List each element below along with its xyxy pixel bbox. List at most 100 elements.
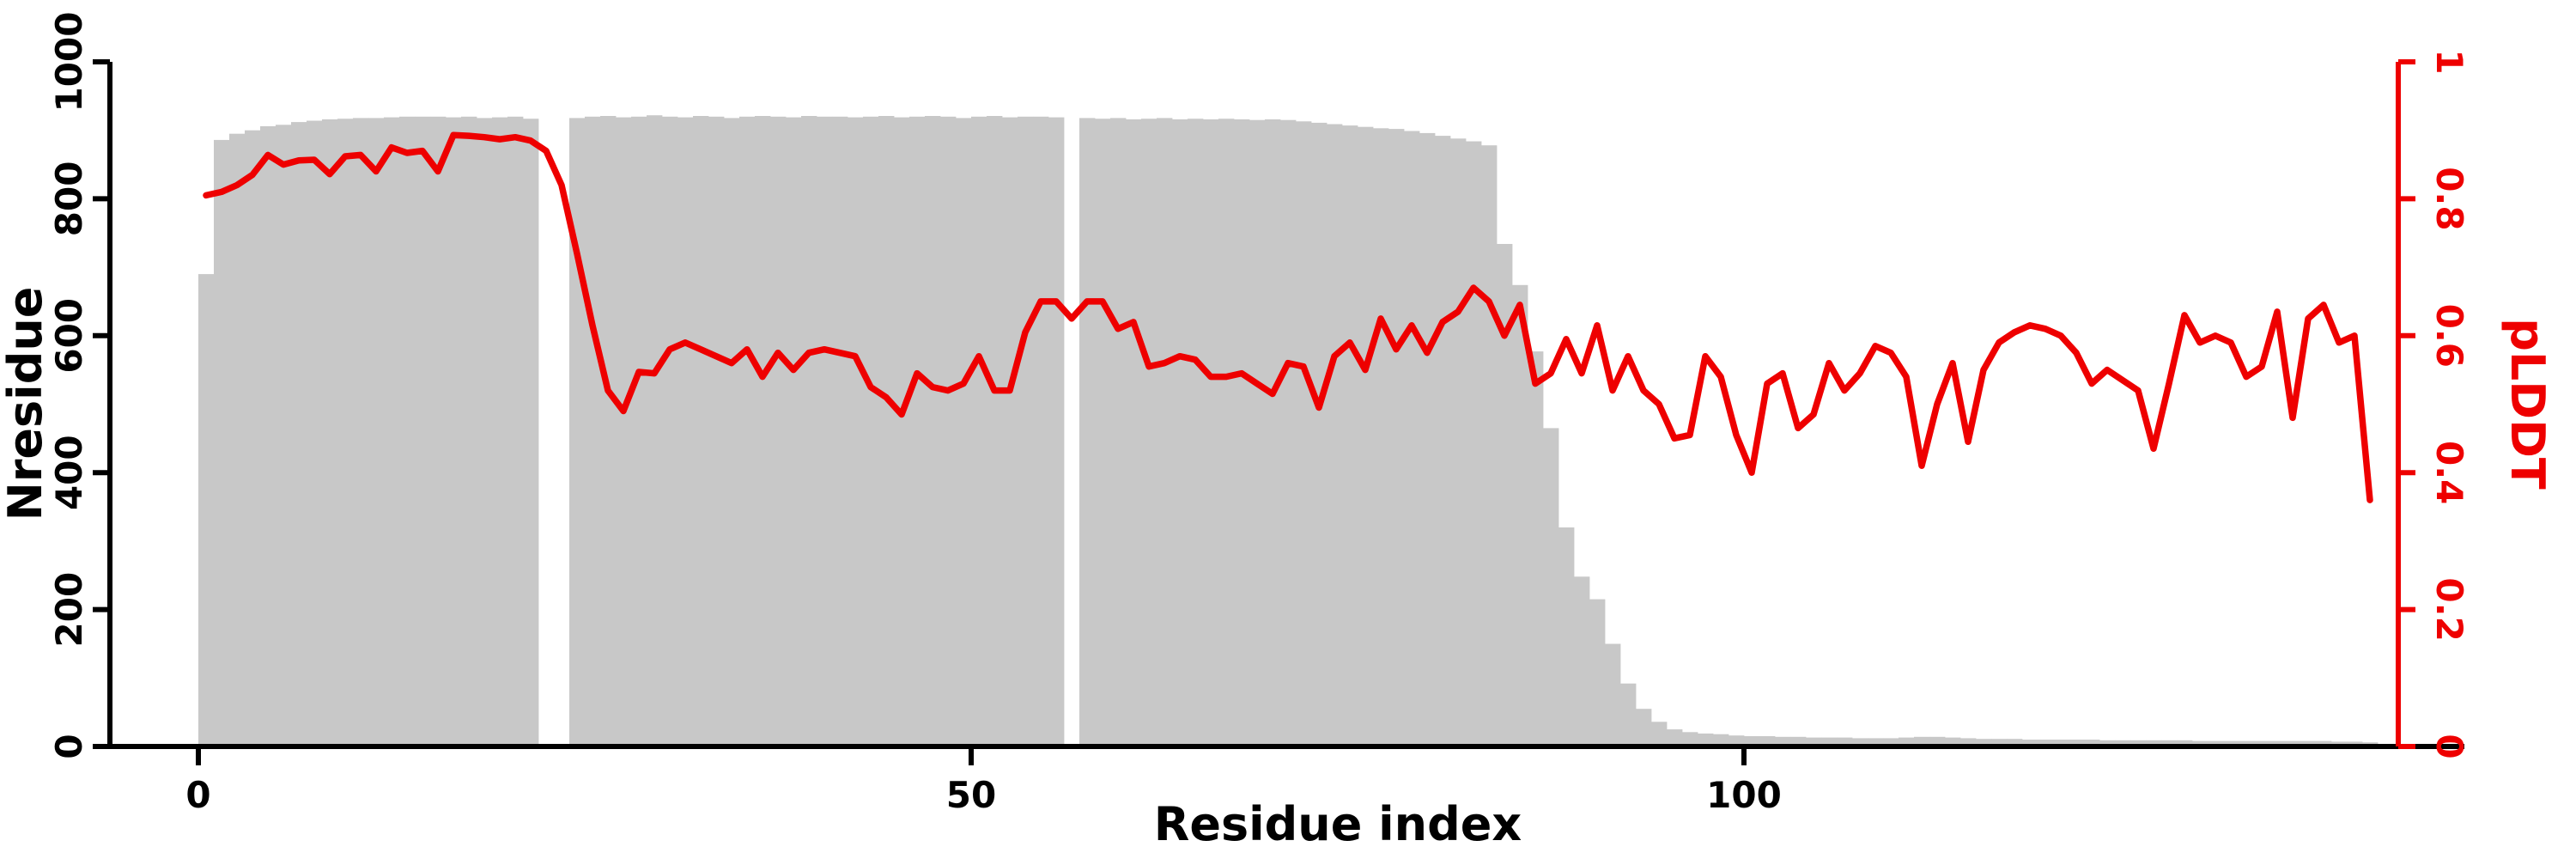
bar: [817, 116, 833, 747]
bar: [1574, 576, 1590, 746]
bar: [1775, 736, 1791, 746]
bar: [461, 116, 477, 747]
bar: [770, 116, 787, 747]
bar: [415, 116, 431, 747]
bar: [337, 119, 354, 746]
bar: [276, 125, 292, 747]
bar: [987, 116, 1003, 746]
bar: [647, 115, 663, 746]
bar: [1141, 119, 1157, 746]
bar: [1419, 132, 1436, 746]
bar: [1991, 739, 2008, 746]
bar: [2007, 739, 2023, 746]
bar: [214, 139, 230, 746]
bar: [1960, 738, 1977, 746]
bar: [863, 116, 879, 747]
bar: [2115, 740, 2131, 746]
bar: [1899, 737, 1915, 746]
bar: [1188, 119, 1204, 746]
bar: [1698, 733, 1714, 746]
bar: [1157, 118, 1173, 746]
x-tick-label: 100: [1706, 774, 1782, 816]
bar: [1388, 129, 1405, 747]
bar: [1018, 116, 1034, 747]
bar: [1095, 119, 1111, 746]
bar: [2285, 740, 2301, 746]
bar: [1636, 709, 1652, 746]
y-left-tick-label: 800: [48, 161, 90, 237]
bar: [2130, 740, 2147, 746]
bar: [2223, 740, 2239, 746]
bar: [198, 274, 215, 747]
bar: [1126, 119, 1142, 746]
bar: [446, 117, 462, 747]
bar: [430, 116, 447, 747]
bar: [1728, 735, 1745, 746]
bar: [1265, 119, 1281, 746]
nresidue-bars: [198, 115, 2379, 747]
bar: [1110, 118, 1127, 746]
bar: [1528, 351, 1544, 746]
bar: [2161, 740, 2178, 746]
bar: [894, 117, 910, 747]
axes: [93, 59, 2464, 765]
bar: [507, 116, 524, 747]
bar: [2022, 740, 2038, 746]
bar: [832, 116, 848, 747]
bar: [1466, 141, 1482, 746]
bar: [322, 119, 338, 746]
x-tick-label: 0: [185, 774, 210, 816]
bar: [1234, 119, 1250, 746]
bar: [291, 122, 307, 747]
bar: [1218, 119, 1235, 746]
plddt-polyline: [203, 131, 2373, 503]
bar: [1682, 732, 1698, 746]
bar: [693, 116, 709, 746]
bar: [1929, 736, 1946, 746]
bar: [229, 133, 246, 746]
y-right-tick-label: 0.6: [2428, 304, 2470, 368]
bar: [2300, 740, 2317, 746]
bar: [1589, 599, 1606, 746]
bar: [245, 130, 261, 746]
bar: [1358, 126, 1374, 746]
bar: [616, 117, 632, 747]
bar: [909, 116, 926, 747]
bar: [1868, 738, 1884, 746]
bar: [2069, 740, 2085, 746]
bar: [1976, 739, 1992, 746]
bar: [368, 118, 385, 746]
y-left-tick-label: 600: [48, 298, 90, 374]
bar: [1883, 738, 1899, 746]
bar: [2053, 740, 2069, 746]
bar: [600, 116, 617, 746]
bar: [2146, 740, 2162, 746]
bar: [2084, 740, 2100, 746]
bar: [971, 116, 987, 747]
bar: [1033, 116, 1049, 747]
bar: [1002, 117, 1018, 747]
bar: [1203, 119, 1219, 746]
bar: [492, 117, 508, 747]
bar: [2269, 740, 2286, 746]
bar: [708, 116, 725, 747]
bar: [956, 118, 972, 746]
y-left-tick-label: 400: [48, 435, 90, 510]
bar: [260, 125, 276, 746]
bar: [786, 117, 802, 747]
bar: [1327, 124, 1343, 746]
bar: [1914, 736, 1930, 746]
y-right-tick-label: 0.8: [2428, 167, 2470, 230]
bar: [1605, 643, 1621, 747]
bar: [2208, 740, 2224, 746]
bar: [1497, 244, 1513, 746]
bar: [878, 116, 895, 746]
bar: [1558, 527, 1575, 746]
bar: [848, 117, 864, 747]
bar: [2239, 740, 2255, 746]
bar: [1790, 736, 1807, 746]
y-right-axis-title: pLDDT: [2500, 318, 2555, 490]
bar: [1821, 737, 1838, 746]
bar: [1249, 119, 1266, 746]
